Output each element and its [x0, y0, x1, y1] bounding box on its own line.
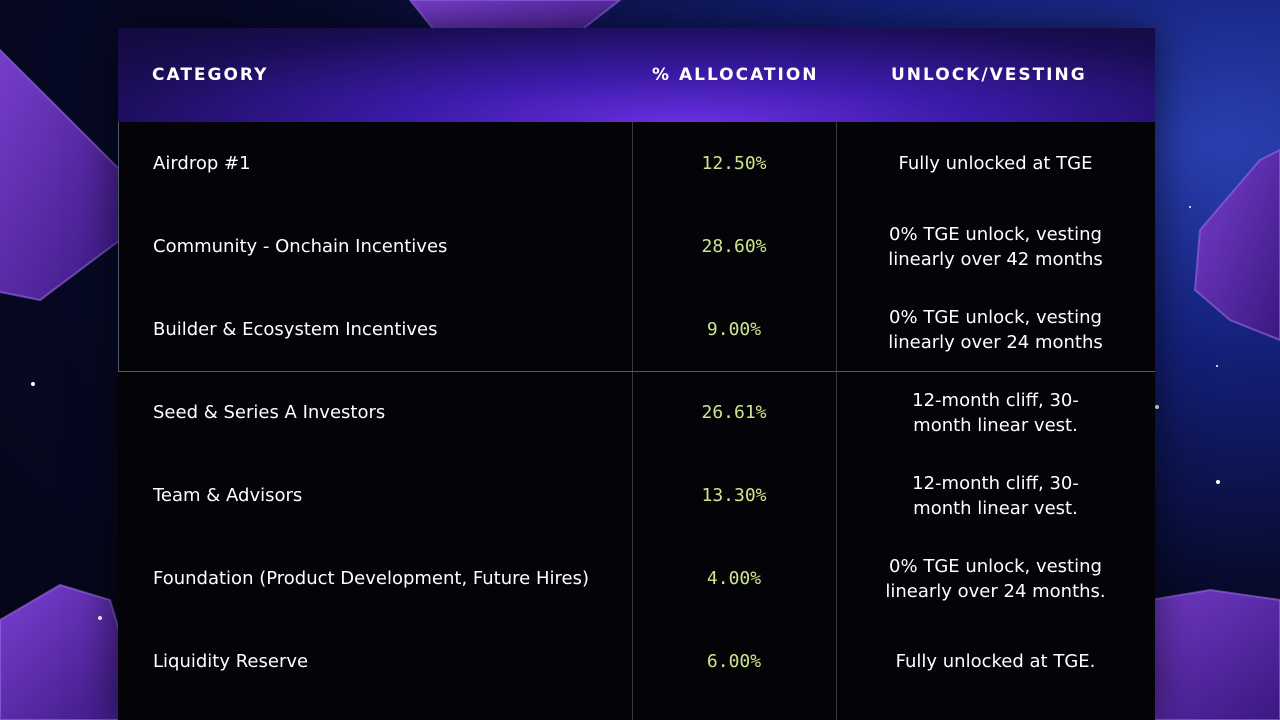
- table-header: CATEGORY % ALLOCATION UNLOCK/VESTING: [118, 28, 1155, 122]
- allocation-table: CATEGORY % ALLOCATION UNLOCK/VESTING Air…: [118, 28, 1155, 720]
- vesting-cell: 12-month cliff, 30-month linear vest.: [836, 454, 1155, 537]
- vesting-cell: Fully unlocked at TGE: [836, 122, 1155, 205]
- category-cell: Liquidity Reserve: [153, 620, 633, 703]
- cell-text: Community - Onchain Incentives: [153, 236, 448, 257]
- vesting-cell: 0% TGE unlock, vesting linearly over 24 …: [836, 537, 1155, 620]
- header-cell: UNLOCK/VESTING: [891, 65, 1087, 85]
- cell-text: 12-month cliff, 30-month linear vest.: [912, 472, 1079, 519]
- vesting-cell: 0% TGE unlock, vesting linearly over 24 …: [836, 288, 1155, 371]
- cell-text: 28.60%: [701, 236, 767, 257]
- cell-text: Seed & Series A Investors: [153, 402, 386, 423]
- table-row: Airdrop #1 12.50% Fully unlocked at TGE: [118, 122, 1155, 205]
- category-cell: Community - Onchain Incentives: [153, 205, 633, 288]
- table-row: Seed & Series A Investors 26.61% 12-month …: [118, 371, 1155, 454]
- category-cell: Foundation (Product Development, Future …: [153, 537, 633, 620]
- table-row: Foundation (Product Development, Future …: [118, 537, 1155, 620]
- cell-text: 26.61%: [701, 402, 767, 423]
- allocation-cell: 12.50%: [632, 122, 836, 205]
- stars: [31, 206, 1220, 620]
- allocation-cell: 4.00%: [632, 537, 836, 620]
- column-divider: [836, 122, 837, 720]
- cell-text: Builder & Ecosystem Incentives: [153, 319, 438, 340]
- cell-text: 0% TGE unlock, vesting linearly over 24 …: [885, 555, 1106, 602]
- cell-text: Fully unlocked at TGE.: [895, 651, 1096, 672]
- table-border: [118, 122, 119, 372]
- cell-text: Team & Advisors: [153, 485, 303, 506]
- category-cell: Team & Advisors: [153, 454, 633, 537]
- allocation-cell: 28.60%: [632, 205, 836, 288]
- group-divider: [118, 371, 1155, 372]
- cell-text: Liquidity Reserve: [153, 651, 309, 672]
- cell-text: Foundation (Product Development, Future …: [153, 568, 589, 589]
- cell-text: 0% TGE unlock, vesting linearly over 42 …: [888, 223, 1103, 270]
- category-cell: Seed & Series A Investors: [153, 371, 633, 454]
- vesting-cell: 0% TGE unlock, vesting linearly over 42 …: [836, 205, 1155, 288]
- cell-text: Fully unlocked at TGE: [898, 153, 1093, 174]
- allocation-cell: 6.00%: [632, 620, 836, 703]
- cell-text: Airdrop #1: [153, 153, 251, 174]
- cell-text: 9.00%: [706, 319, 762, 340]
- allocation-cell: 26.61%: [632, 371, 836, 454]
- cell-text: 12-month cliff, 30-month linear vest.: [912, 389, 1079, 436]
- vesting-cell: Fully unlocked at TGE.: [836, 620, 1155, 703]
- cell-text: 0% TGE unlock, vesting linearly over 24 …: [888, 306, 1103, 353]
- cell-text: 13.30%: [701, 485, 767, 506]
- header-cell: CATEGORY: [152, 65, 269, 85]
- table-row: Builder & Ecosystem Incentives 9.00% 0% TG…: [118, 288, 1155, 371]
- cell-text: 12.50%: [701, 153, 767, 174]
- allocation-cell: 13.30%: [632, 454, 836, 537]
- cell-text: 4.00%: [706, 568, 762, 589]
- table-row: Team & Advisors 13.30% 12-month cliff, 30-…: [118, 454, 1155, 537]
- category-cell: Airdrop #1: [153, 122, 633, 205]
- cell-text: 6.00%: [706, 651, 762, 672]
- table-row: Community - Onchain Incentives 28.60% 0% T…: [118, 205, 1155, 288]
- allocation-cell: 9.00%: [632, 288, 836, 371]
- vesting-cell: 12-month cliff, 30-month linear vest.: [836, 371, 1155, 454]
- column-divider: [632, 122, 633, 720]
- header-cell: % ALLOCATION: [652, 65, 819, 85]
- table-row: Liquidity Reserve 6.00% Fully unlocked at …: [118, 620, 1155, 703]
- category-cell: Builder & Ecosystem Incentives: [153, 288, 633, 371]
